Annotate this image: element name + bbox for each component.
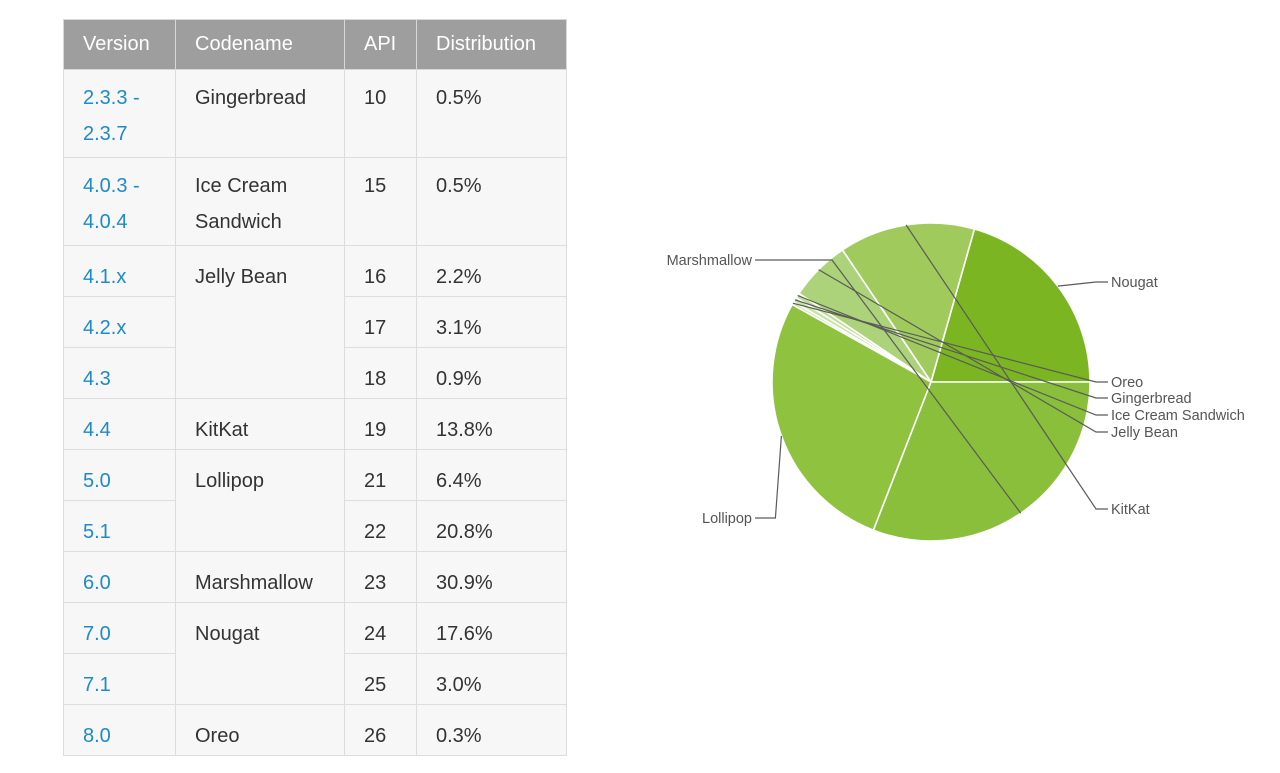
api-cell: 24 [344, 602, 417, 654]
distribution-table: Version Codename API Distribution 2.3.3 … [63, 19, 567, 756]
distribution-cell: 17.6% [416, 602, 567, 654]
table-row: 5.1 22 20.8% [63, 500, 567, 552]
api-cell: 23 [344, 551, 417, 603]
slice-label: Jelly Bean [1111, 425, 1178, 441]
leader-line [755, 259, 1022, 514]
header-distribution: Distribution [416, 19, 567, 70]
codename-cell: Jelly Bean [175, 245, 345, 399]
slice-label: Ice Cream Sandwich [1111, 408, 1245, 424]
version-link[interactable]: 4.4 [63, 398, 176, 450]
version-link[interactable]: 2.3.3 -2.3.7 [63, 69, 176, 158]
distribution-cell: 13.8% [416, 398, 567, 450]
codename-cell: Oreo [175, 704, 345, 756]
api-cell: 16 [344, 245, 417, 297]
api-cell: 10 [344, 69, 417, 158]
codename-cell: Gingerbread [175, 69, 345, 158]
table-row: 2.3.3 -2.3.7 Gingerbread 10 0.5% [63, 69, 567, 158]
slice-label: Oreo [1111, 375, 1143, 391]
distribution-cell: 3.0% [416, 653, 567, 705]
version-link[interactable]: 4.0.3 -4.0.4 [63, 157, 176, 246]
header-api: API [344, 19, 417, 70]
table-row: 4.4 KitKat 19 13.8% [63, 398, 567, 450]
table-row: 6.0 Marshmallow 23 30.9% [63, 551, 567, 603]
codename-cell: Lollipop [175, 449, 345, 552]
leader-line [755, 435, 782, 519]
version-link[interactable]: 6.0 [63, 551, 176, 603]
distribution-cell: 0.5% [416, 157, 567, 246]
slice-label: KitKat [1111, 502, 1150, 518]
distribution-cell: 20.8% [416, 500, 567, 552]
api-cell: 25 [344, 653, 417, 705]
table-row: 4.0.3 -4.0.4 Ice Cream Sandwich 15 0.5% [63, 157, 567, 246]
distribution-cell: 30.9% [416, 551, 567, 603]
table-row: 7.0 Nougat 24 17.6% [63, 602, 567, 705]
leader-line [818, 269, 1108, 433]
api-cell: 21 [344, 449, 417, 501]
slice-label: Marshmallow [667, 253, 753, 269]
version-link[interactable]: 4.2.x [63, 296, 176, 348]
api-cell: 18 [344, 347, 417, 399]
version-link[interactable]: 7.1 [63, 653, 176, 705]
codename-cell: Ice Cream Sandwich [175, 157, 345, 246]
leader-line [797, 294, 1108, 416]
leader-line [794, 299, 1108, 399]
version-link[interactable]: 8.0 [63, 704, 176, 756]
api-cell: 15 [344, 157, 417, 246]
table-row: 4.2.x 17 3.1% [63, 296, 567, 348]
distribution-cell: 6.4% [416, 449, 567, 501]
codename-cell: Marshmallow [175, 551, 345, 603]
version-link[interactable]: 4.1.x [63, 245, 176, 297]
api-cell: 26 [344, 704, 417, 756]
slice-label: Lollipop [702, 511, 752, 527]
header-codename: Codename [175, 19, 345, 70]
version-link[interactable]: 7.0 [63, 602, 176, 654]
table-row: 4.3 18 0.9% [63, 347, 567, 399]
codename-cell: Nougat [175, 602, 345, 705]
distribution-cell: 3.1% [416, 296, 567, 348]
leader-line [792, 302, 1108, 383]
version-link[interactable]: 5.1 [63, 500, 176, 552]
table-row: 7.1 25 3.0% [63, 653, 567, 705]
header-version: Version [63, 19, 176, 70]
api-cell: 22 [344, 500, 417, 552]
leader-line [1057, 281, 1108, 287]
codename-cell: KitKat [175, 398, 345, 450]
table-header-row: Version Codename API Distribution [63, 19, 567, 70]
version-link[interactable]: 5.0 [63, 449, 176, 501]
pie-slice-lollipop [771, 303, 932, 532]
slice-label: Nougat [1111, 275, 1158, 291]
leader-line [905, 224, 1108, 510]
api-cell: 19 [344, 398, 417, 450]
version-link[interactable]: 4.3 [63, 347, 176, 399]
table-row: 8.0 Oreo 26 0.3% [63, 704, 567, 756]
distribution-cell: 0.3% [416, 704, 567, 756]
slice-label: Gingerbread [1111, 391, 1192, 407]
table-row: 4.1.x Jelly Bean 16 2.2% [63, 245, 567, 399]
distribution-cell: 2.2% [416, 245, 567, 297]
distribution-cell: 0.5% [416, 69, 567, 158]
distribution-cell: 0.9% [416, 347, 567, 399]
table-row: 5.0 Lollipop 21 6.4% [63, 449, 567, 552]
api-cell: 17 [344, 296, 417, 348]
